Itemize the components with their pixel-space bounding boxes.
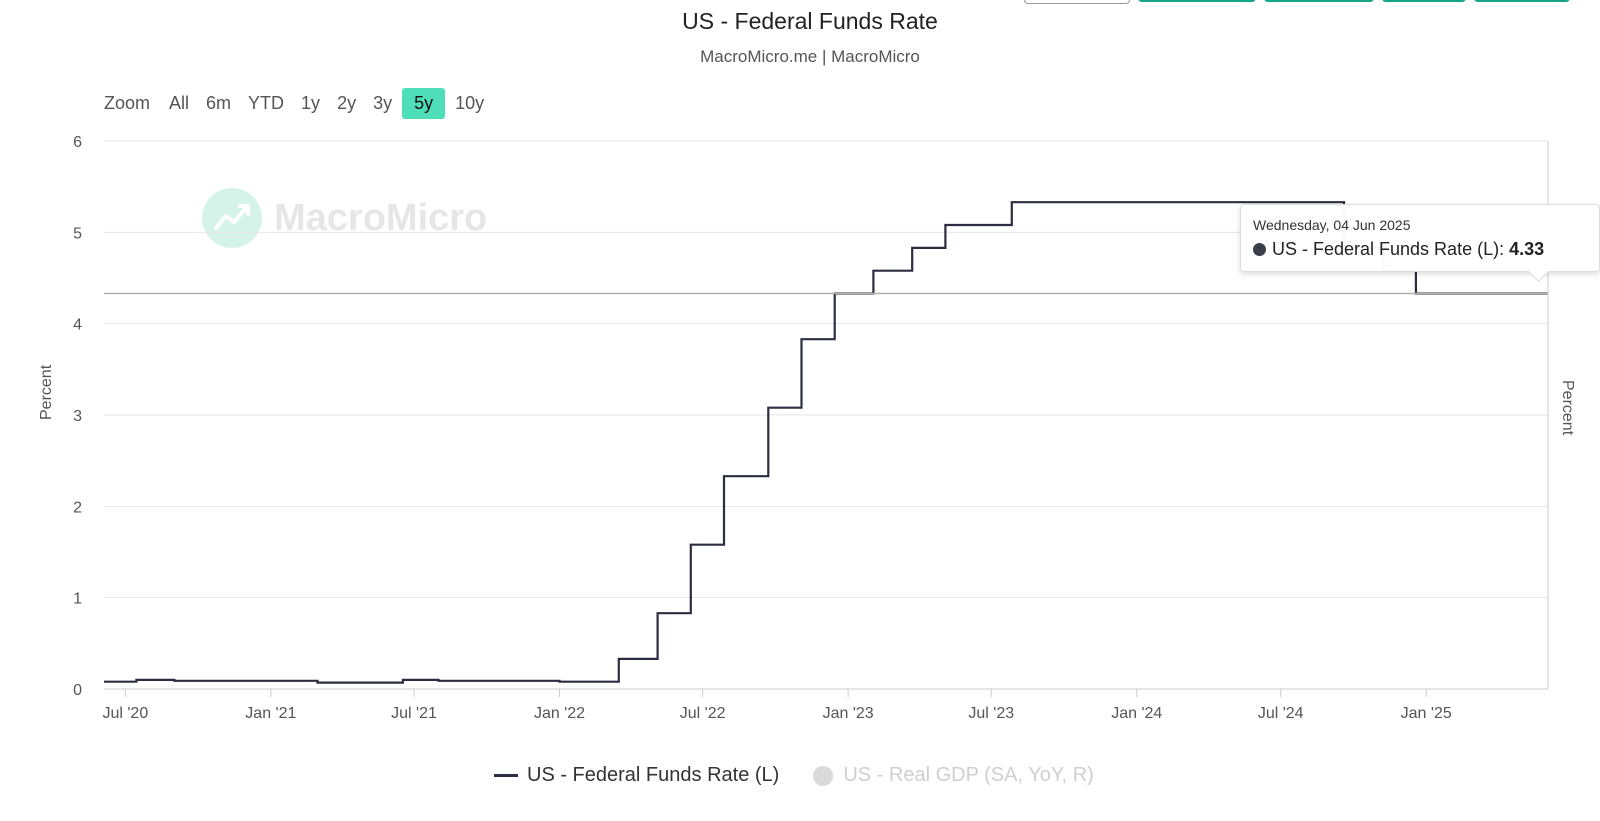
toolbar-button[interactable] <box>1474 0 1570 2</box>
watermark-logo-icon <box>202 188 262 248</box>
legend-item-fed-funds[interactable]: US - Federal Funds Rate (L) <box>494 764 779 787</box>
zoom-label: Zoom <box>104 93 151 113</box>
x-tick-label: Jan '24 <box>1111 705 1162 722</box>
legend-line-icon <box>494 774 518 777</box>
legend-label: US - Federal Funds Rate (L) <box>527 764 780 786</box>
y-axis-label-right: Percent <box>1559 380 1576 436</box>
y-tick-label: 1 <box>73 591 82 608</box>
watermark-text: MacroMicro <box>274 196 488 239</box>
y-tick-label: 5 <box>73 225 82 242</box>
series-layer <box>104 201 1548 684</box>
x-tick-label: Jul '24 <box>1258 705 1304 722</box>
y-tick-label: 2 <box>73 499 82 516</box>
y-tick-label: 4 <box>73 317 82 334</box>
tooltip-value: 4.33 <box>1509 239 1545 259</box>
chart-subtitle: MacroMicro.me | MacroMicro <box>700 47 920 66</box>
legend-dot-icon <box>813 765 834 786</box>
y-tick-label: 3 <box>73 408 82 425</box>
zoom-5y-button[interactable]: 5y <box>402 88 446 119</box>
x-tick-label: Jan '21 <box>245 705 296 722</box>
zoom-2y-button[interactable]: 2y <box>337 93 357 113</box>
y-tick-label: 0 <box>73 682 82 699</box>
toolbar-button[interactable] <box>1382 0 1466 2</box>
top-toolbar <box>1024 0 1570 4</box>
y-tick-label: 6 <box>73 134 82 151</box>
tooltip-series: US - Federal Funds Rate (L) <box>1272 239 1500 259</box>
x-tick-label: Jan '22 <box>534 705 585 722</box>
tooltip-date: Wednesday, 04 Jun 2025 <box>1253 217 1411 233</box>
x-tick-label: Jul '23 <box>968 705 1014 722</box>
zoom-all-button[interactable]: All <box>169 93 190 113</box>
series-line-fed-funds <box>104 201 1548 684</box>
x-tick-label: Jul '21 <box>391 705 437 722</box>
zoom-10y-button[interactable]: 10y <box>455 93 485 113</box>
series-dot-icon <box>1253 243 1266 256</box>
zoom-ytd-button[interactable]: YTD <box>248 93 285 113</box>
x-axis-ticks: Jul '20 Jan '21 Jul '21 Jan '22 Jul '22 Jan '… <box>102 689 1452 722</box>
x-tick-label: Jul '22 <box>680 705 726 722</box>
legend-label: US - Real GDP (SA, YoY, R) <box>843 764 1094 786</box>
watermark: MacroMicro <box>202 188 487 248</box>
y-axis-ticks: 0 1 2 3 4 5 6 <box>73 134 82 699</box>
x-tick-label: Jan '23 <box>823 705 874 722</box>
zoom-1y-button[interactable]: 1y <box>301 93 321 113</box>
zoom-bar: Zoom All 6m YTD 1y 2y 3y 5y 10y <box>104 88 494 119</box>
legend: US - Federal Funds Rate (L) US - Real GD… <box>494 764 1128 787</box>
y-axis-label-left: Percent <box>38 364 55 420</box>
tooltip: Wednesday, 04 Jun 2025 US - Federal Fund… <box>1240 204 1600 283</box>
chart-title: US - Federal Funds Rate <box>682 8 938 34</box>
x-tick-label: Jan '25 <box>1401 705 1452 722</box>
zoom-6m-button[interactable]: 6m <box>206 93 232 113</box>
x-tick-label: Jul '20 <box>102 705 148 722</box>
legend-item-real-gdp[interactable]: US - Real GDP (SA, YoY, R) <box>813 764 1094 787</box>
zoom-3y-button[interactable]: 3y <box>373 93 393 113</box>
toolbar-button[interactable] <box>1264 0 1374 2</box>
tooltip-line: US - Federal Funds Rate (L): 4.33 <box>1253 239 1544 260</box>
toolbar-button[interactable] <box>1138 0 1256 2</box>
